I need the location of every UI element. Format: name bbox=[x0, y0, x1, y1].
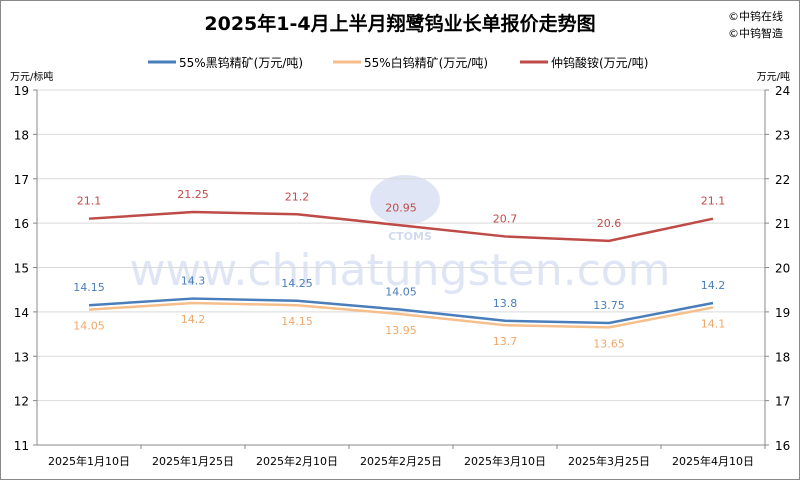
y-left-tick-label: 18 bbox=[14, 128, 29, 142]
y-left-tick-label: 17 bbox=[14, 173, 29, 187]
credit-2: ©中钨智造 bbox=[728, 26, 783, 40]
data-label: 14.05 bbox=[73, 320, 105, 333]
y-left-tick-label: 13 bbox=[14, 350, 29, 364]
data-label: 13.75 bbox=[593, 299, 625, 312]
legend-label: 55%黑钨精矿(万元/吨) bbox=[179, 55, 303, 70]
watermark-text: www.chinatungsten.com bbox=[129, 245, 670, 296]
data-label: 14.15 bbox=[281, 315, 313, 328]
y-left-tick-label: 16 bbox=[14, 217, 29, 231]
data-label: 14.2 bbox=[701, 279, 726, 292]
data-label: 14.15 bbox=[73, 281, 105, 294]
x-tick-label: 2025年4月10日 bbox=[672, 454, 754, 468]
y-right-tick-label: 16 bbox=[775, 439, 790, 453]
series-line bbox=[88, 297, 714, 325]
watermark-logo: CTOMS bbox=[388, 230, 432, 243]
data-label: 13.65 bbox=[593, 337, 625, 350]
y-right-tick-label: 19 bbox=[775, 306, 790, 320]
y-right-label: 万元/吨 bbox=[757, 70, 790, 83]
data-label: 13.95 bbox=[385, 324, 417, 337]
data-label: 14.25 bbox=[281, 277, 313, 290]
y-left-tick-label: 15 bbox=[14, 262, 29, 276]
legend-label: 仲钨酸铵(万元/吨) bbox=[551, 55, 648, 70]
chart-title: 2025年1-4月上半月翔鹭钨业长单报价走势图 bbox=[204, 12, 595, 35]
y-right-tick-label: 23 bbox=[775, 128, 790, 142]
x-tick-label: 2025年2月10日 bbox=[256, 454, 338, 468]
x-tick-label: 2025年1月10日 bbox=[48, 454, 130, 468]
y-right-tick-label: 24 bbox=[775, 84, 790, 98]
data-label: 21.1 bbox=[701, 195, 726, 208]
x-tick-label: 2025年1月25日 bbox=[152, 454, 234, 468]
data-label: 21.25 bbox=[177, 188, 209, 201]
y-right-tick-label: 20 bbox=[775, 262, 790, 276]
data-label: 13.7 bbox=[493, 335, 518, 348]
series-line bbox=[88, 301, 714, 329]
y-left-tick-label: 11 bbox=[14, 439, 29, 453]
data-label: 14.3 bbox=[181, 275, 206, 288]
y-left-tick-label: 14 bbox=[14, 306, 29, 320]
data-label: 20.7 bbox=[493, 212, 518, 225]
y-left-label: 万元/标吨 bbox=[10, 70, 53, 83]
y-right-tick-label: 21 bbox=[775, 217, 790, 231]
y-right-tick-label: 17 bbox=[775, 395, 790, 409]
series-line bbox=[88, 210, 714, 243]
data-label: 14.05 bbox=[385, 286, 417, 299]
watermark: CTOMS www.chinatungsten.com bbox=[129, 175, 671, 296]
data-label: 13.8 bbox=[493, 297, 518, 310]
y-right-tick-label: 18 bbox=[775, 350, 790, 364]
x-tick-label: 2025年3月10日 bbox=[464, 454, 546, 468]
x-tick-label: 2025年2月25日 bbox=[360, 454, 442, 468]
data-label: 20.6 bbox=[597, 217, 622, 230]
data-label: 21.2 bbox=[285, 190, 310, 203]
legend-label: 55%白钨精矿(万元/吨) bbox=[364, 55, 488, 70]
data-label: 21.1 bbox=[77, 195, 102, 208]
credit-1: ©中钨在线 bbox=[728, 9, 783, 23]
x-tick-label: 2025年3月25日 bbox=[568, 454, 650, 468]
data-label: 14.2 bbox=[181, 313, 206, 326]
y-right-tick-label: 22 bbox=[775, 173, 790, 187]
data-label: 20.95 bbox=[385, 201, 417, 214]
data-label: 14.1 bbox=[701, 317, 726, 330]
y-left-tick-label: 12 bbox=[14, 395, 29, 409]
y-left-tick-label: 19 bbox=[14, 84, 29, 98]
